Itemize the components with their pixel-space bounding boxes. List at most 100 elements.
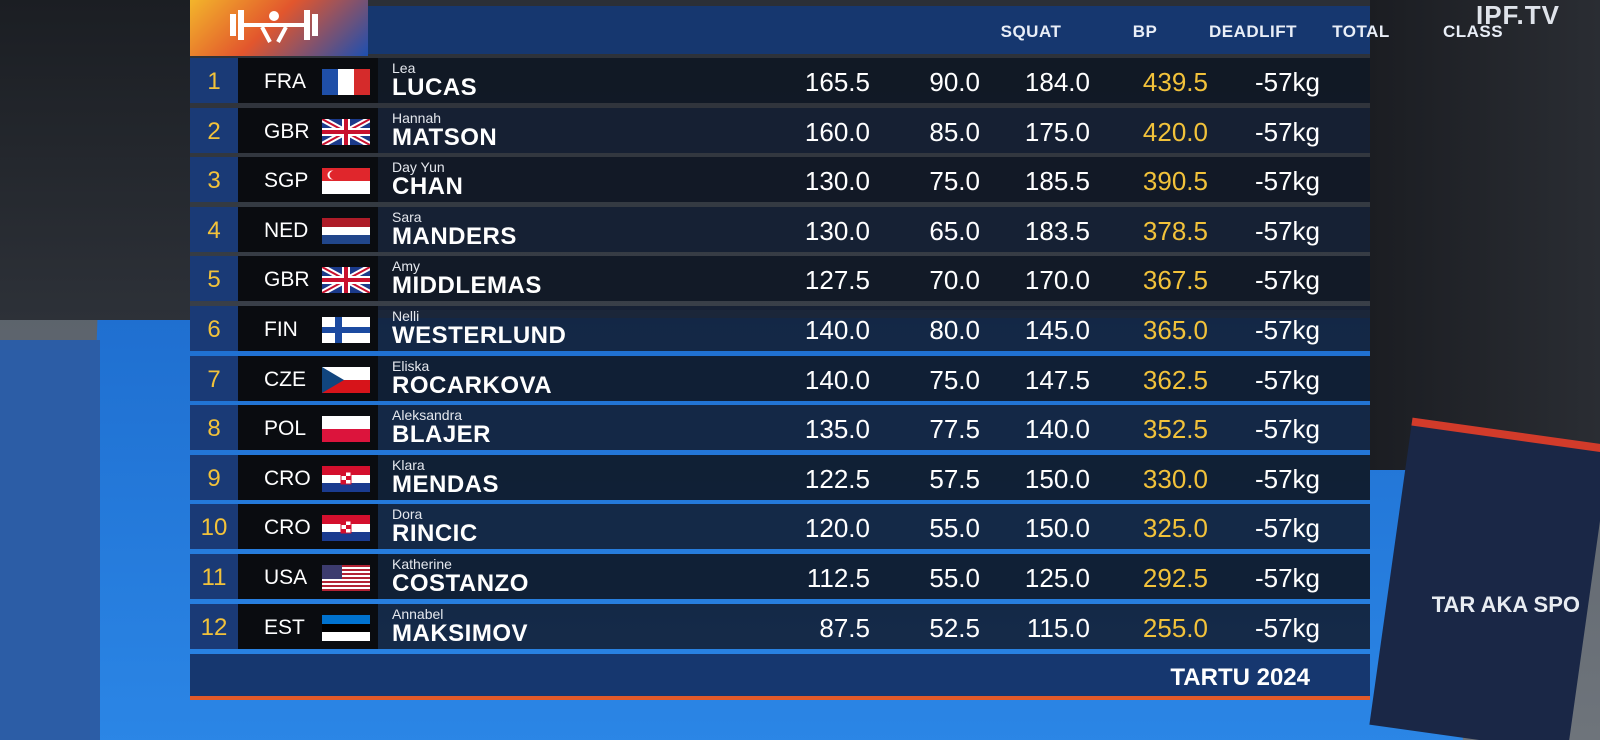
rank-cell bbox=[190, 305, 238, 351]
total-value: 362.5 bbox=[1142, 364, 1208, 395]
row-background bbox=[190, 58, 1370, 103]
last-name: RINCIC bbox=[392, 520, 478, 548]
squat-value: 122.5 bbox=[804, 463, 870, 494]
total-value: 378.5 bbox=[1142, 215, 1208, 246]
sponsor-banner-text: TAR AKA SPO bbox=[1431, 592, 1580, 617]
table-row: 5 GBR Amy MIDDLEMAS 127.5 70.0 170.0 367.5 -57kg bbox=[190, 254, 1370, 304]
class-value: -57kg bbox=[1254, 414, 1320, 445]
last-name: MAKSIMOV bbox=[392, 619, 528, 647]
bench-press-value: 77.5 bbox=[929, 414, 980, 445]
rank-cell bbox=[190, 355, 238, 401]
class-value: -57kg bbox=[1254, 314, 1320, 345]
bench-press-value: 85.0 bbox=[929, 116, 980, 147]
first-name: Katherine bbox=[392, 555, 452, 572]
total-value: 292.5 bbox=[1142, 562, 1208, 593]
total-value: 439.5 bbox=[1142, 67, 1208, 97]
pol-flag-icon bbox=[322, 416, 370, 443]
event-logo bbox=[190, 0, 368, 56]
table-row: 9 CRO Klara MENDAS 122.5 57.5 150.0 330.0 -57kg bbox=[190, 453, 1370, 503]
deadlift-value: 140.0 bbox=[1024, 414, 1090, 445]
broadcast-watermark: IPF.TV bbox=[1475, 0, 1560, 30]
bench-press-value: 90.0 bbox=[929, 67, 980, 97]
table-row: 10 CRO Dora RINCIC 120.0 55.0 150.0 325.0 -57kg bbox=[190, 502, 1370, 552]
table-row: 8 POL Aleksandra BLAJER 135.0 77.5 140.0 352.5 -… bbox=[190, 403, 1370, 453]
row-background bbox=[190, 206, 1370, 252]
squat-value: 160.0 bbox=[804, 116, 870, 147]
sgp-flag-icon bbox=[322, 168, 370, 195]
last-name: MENDAS bbox=[392, 470, 500, 498]
squat-value: 120.0 bbox=[804, 513, 870, 544]
rank: 5 bbox=[207, 266, 221, 294]
header-bench-press: BP bbox=[1132, 22, 1158, 41]
fin-flag-icon bbox=[322, 316, 370, 343]
row-background bbox=[190, 405, 1370, 451]
bench-press-value: 57.5 bbox=[929, 463, 980, 494]
cro-flag-icon bbox=[322, 465, 370, 492]
country-code: CRO bbox=[264, 516, 311, 540]
squat-value: 165.5 bbox=[804, 67, 870, 97]
squat-value: 130.0 bbox=[804, 215, 870, 246]
rank-cell bbox=[190, 603, 238, 649]
rank: 4 bbox=[207, 216, 221, 244]
squat-value: 112.5 bbox=[806, 562, 870, 593]
first-name: Dora bbox=[392, 506, 423, 523]
first-name: Klara bbox=[392, 456, 425, 473]
row-background bbox=[190, 603, 1370, 649]
country-code: CRO bbox=[264, 466, 311, 490]
deadlift-value: 145.0 bbox=[1024, 314, 1090, 345]
rank: 12 bbox=[200, 613, 228, 641]
header-class: CLASS bbox=[1442, 22, 1504, 41]
rank: 6 bbox=[207, 315, 221, 343]
table-row: 3 SGP Day Yun CHAN 130.0 75.0 185.5 390.5 -57kg bbox=[190, 155, 1370, 205]
rank-cell bbox=[190, 553, 238, 599]
rank: 7 bbox=[207, 365, 221, 393]
last-name: MANDERS bbox=[392, 222, 517, 250]
bench-press-value: 65.0 bbox=[929, 215, 980, 246]
first-name: Nelli bbox=[392, 307, 420, 324]
bench-press-value: 52.5 bbox=[929, 612, 980, 643]
total-value: 367.5 bbox=[1142, 265, 1208, 296]
rank-cell bbox=[190, 107, 238, 153]
black-curtain bbox=[1370, 0, 1600, 470]
ned-flag-icon bbox=[322, 217, 370, 244]
table-row: 6 FIN Nelli WESTERLUND 140.0 80.0 145.0 365.0 -5… bbox=[190, 304, 1370, 354]
deadlift-value: 185.5 bbox=[1024, 166, 1090, 197]
total-value: 325.0 bbox=[1142, 513, 1208, 544]
last-name: MIDDLEMAS bbox=[392, 272, 542, 300]
results-header: SQUAT BP DEADLIFT TOTAL CLASS bbox=[368, 6, 1503, 54]
cro-flag-icon bbox=[322, 515, 370, 542]
gbr-flag-icon bbox=[322, 267, 370, 294]
rank-cell bbox=[190, 405, 238, 451]
squat-value: 135.0 bbox=[804, 414, 870, 445]
first-name: Amy bbox=[392, 258, 420, 275]
country-code: FRA bbox=[264, 70, 306, 93]
table-row: 11 USA Katherine COSTANZO 112.5 55.0 125.0 292.… bbox=[190, 552, 1370, 602]
deadlift-value: 170.0 bbox=[1024, 265, 1090, 296]
class-value: -57kg bbox=[1254, 463, 1320, 494]
last-name: COSTANZO bbox=[392, 569, 529, 597]
table-row: 12 EST Annabel MAKSIMOV 87.5 52.5 115.0 255.0 -5… bbox=[190, 602, 1370, 652]
class-value: -57kg bbox=[1254, 116, 1320, 147]
class-value: -57kg bbox=[1254, 612, 1320, 643]
header-deadlift: DEADLIFT bbox=[1208, 22, 1298, 41]
lifter-icon bbox=[224, 6, 324, 54]
rank-cell bbox=[190, 58, 238, 103]
deadlift-value: 115.0 bbox=[1026, 612, 1090, 643]
rank-cell bbox=[190, 206, 238, 252]
squat-value: 140.0 bbox=[804, 314, 870, 345]
camera-area bbox=[0, 0, 190, 320]
table-row: 1 FRA Lea LUCAS 165.5 90.0 184.0 439.5 -57kg bbox=[190, 56, 1370, 106]
row-background bbox=[190, 355, 1370, 401]
last-name: BLAJER bbox=[392, 421, 492, 449]
class-value: -57kg bbox=[1254, 166, 1320, 197]
country-code: POL bbox=[264, 417, 307, 441]
header-total: TOTAL bbox=[1332, 22, 1390, 41]
squat-value: 127.5 bbox=[804, 265, 870, 296]
results-table: 1 FRA Lea LUCAS 165.5 90.0 184.0 439.5 -57kg 2 GBR… bbox=[190, 56, 1370, 651]
country-code: USA bbox=[264, 565, 308, 589]
deadlift-value: 183.5 bbox=[1024, 215, 1090, 246]
first-name: Annabel bbox=[392, 605, 444, 622]
last-name: WESTERLUND bbox=[392, 321, 567, 349]
country-code: NED bbox=[264, 218, 309, 242]
bench-press-value: 55.0 bbox=[929, 513, 980, 544]
